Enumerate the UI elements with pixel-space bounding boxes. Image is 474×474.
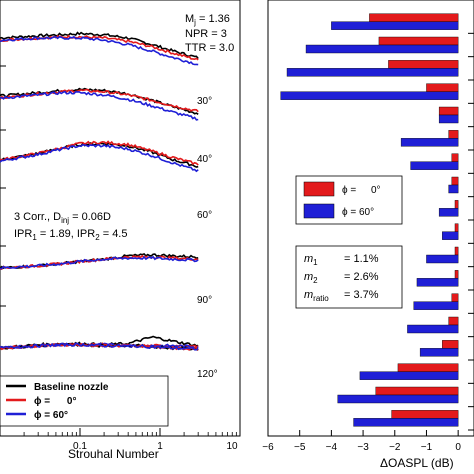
oaspl-y-ticks: [468, 32, 474, 431]
bar-phi60-80°: [426, 254, 459, 264]
spectrum-phi60-40°: [0, 143, 199, 173]
angle-label-90: 90°: [197, 295, 212, 306]
angle-label-30: 30°: [197, 96, 212, 107]
bar-phi60-90°: [413, 301, 459, 310]
m2-label: m2 = 2.6%: [304, 271, 379, 285]
bar-phi60-85°: [416, 278, 459, 287]
bar-phi60-45°: [280, 91, 459, 100]
bar-phi0-45°: [426, 83, 459, 92]
bar-phi0-95°: [448, 316, 459, 326]
bar-phi0-110°: [375, 386, 459, 396]
oaspl-x-tick-label: −1: [421, 442, 433, 453]
bar-phi60-60°: [410, 161, 459, 170]
bar-phi0-90°: [451, 293, 459, 302]
bar-phi60-35°: [305, 44, 459, 54]
oaspl-legend: ϕ = 0° ϕ = 60°: [295, 175, 403, 225]
bar-phi0-30°: [369, 13, 459, 22]
oaspl-legend-swatch-phi0: [303, 181, 335, 197]
bar-phi60-55°: [400, 138, 459, 147]
oaspl-legend-label-phi60: ϕ = 60°: [342, 207, 374, 218]
bar-phi0-80°: [454, 246, 459, 256]
x-tick-label: 0.1: [73, 441, 87, 452]
mach-label: Mj = 1.36: [185, 13, 230, 27]
mass-flow-box: [295, 245, 403, 309]
oaspl-x-tick-label: −5: [294, 442, 306, 453]
ipr-label: IPR1 = 1.89, IPR2 = 4.5: [14, 228, 127, 242]
spectrum-phi60-120°: [0, 342, 199, 351]
angle-label-60: 60°: [197, 210, 212, 221]
bar-phi0-60°: [451, 153, 459, 162]
oaspl-bars: [280, 13, 459, 427]
bar-phi60-110°: [337, 394, 459, 404]
bar-phi60-65°: [448, 184, 459, 194]
oaspl-x-tick-label: −4: [326, 442, 338, 453]
spectrum-baseline-top: [0, 31, 199, 60]
spectrum-phi60-60°: [0, 255, 199, 270]
oaspl-x-axis-title: ΔOASPL (dB): [380, 456, 454, 470]
bar-phi0-50°: [438, 106, 459, 116]
bar-phi0-55°: [448, 130, 459, 139]
bar-phi0-65°: [451, 176, 459, 186]
legend-label-baseline: Baseline nozzle: [34, 382, 109, 393]
angle-label-40: 40°: [197, 154, 212, 165]
bar-phi0-75°: [454, 223, 459, 232]
bar-phi60-30°: [331, 21, 459, 30]
mass-flow-annotation: m1 = 1.1% m2 = 2.6% mratio = 3.7%: [295, 245, 403, 309]
m1-label: m1 = 1.1%: [304, 253, 379, 267]
spectrum-phi60-30°: [0, 90, 199, 121]
bar-phi60-50°: [438, 114, 459, 124]
oaspl-legend-label-phi0: ϕ = 0°: [342, 185, 381, 196]
oaspl-x-ticks: −6 −5 −4 −3 −2 −1 0: [262, 430, 461, 453]
bar-phi0-70°: [454, 200, 459, 209]
spectra-curves: [0, 31, 199, 351]
x-tick-label: 10: [226, 441, 238, 452]
npr-label: NPR = 3: [185, 28, 227, 40]
ttr-label: TTR = 3.0: [185, 42, 234, 54]
spectrum-phi0-30°: [0, 88, 199, 113]
bar-phi0-120°: [391, 410, 459, 419]
bar-phi0-105°: [397, 363, 459, 372]
oaspl-x-tick-label: −3: [357, 442, 369, 453]
oaspl-x-tick-label: 0: [455, 442, 461, 453]
oaspl-plot-frame: [267, 0, 474, 437]
spectra-legend: Baseline nozzle ϕ = 0° ϕ = 60°: [0, 375, 169, 427]
legend-label-phi0: ϕ = 0°: [34, 396, 76, 407]
oaspl-x-tick-label: −6: [262, 442, 274, 453]
bar-phi0-100°: [442, 340, 459, 349]
bar-phi0-40°: [388, 60, 459, 69]
spectra-legend-box: [0, 375, 169, 427]
oaspl-legend-swatch-phi60: [303, 203, 335, 219]
bar-phi60-105°: [359, 371, 459, 380]
spectra-x-ticks: 0.1 1 10: [0, 65, 241, 452]
bar-phi60-100°: [419, 348, 459, 357]
spectra-x-axis-title: Strouhal Number: [68, 447, 159, 461]
angle-label-120: 120°: [197, 369, 218, 380]
bar-phi0-85°: [454, 270, 459, 279]
spectrum-phi60-top: [0, 35, 199, 66]
bar-phi60-95°: [407, 324, 459, 334]
spectra-plot-frame: [0, 0, 241, 437]
bar-phi60-75°: [442, 231, 459, 240]
injection-config-label: 3 Corr., Dinj = 0.06D: [14, 211, 111, 225]
spectrum-phi0-40°: [0, 140, 199, 166]
legend-label-phi60: ϕ = 60°: [34, 410, 68, 421]
spectra-panel: 0.1 1 10 Mj = 1.36 NPR = 3 TTR = 3.0 3 Cor…: [0, 0, 241, 461]
bar-phi60-40°: [286, 68, 459, 77]
bar-phi0-35°: [378, 36, 459, 46]
bar-phi60-120°: [353, 418, 459, 427]
x-tick-label: 1: [157, 441, 163, 452]
oaspl-panel: −6 −5 −4 −3 −2 −1 0 ϕ = 0° ϕ = 60° m1 = 1.1% m2…: [262, 0, 474, 470]
bar-phi60-70°: [438, 208, 459, 217]
mratio-label: mratio = 3.7%: [304, 289, 379, 303]
oaspl-x-tick-label: −2: [389, 442, 401, 453]
